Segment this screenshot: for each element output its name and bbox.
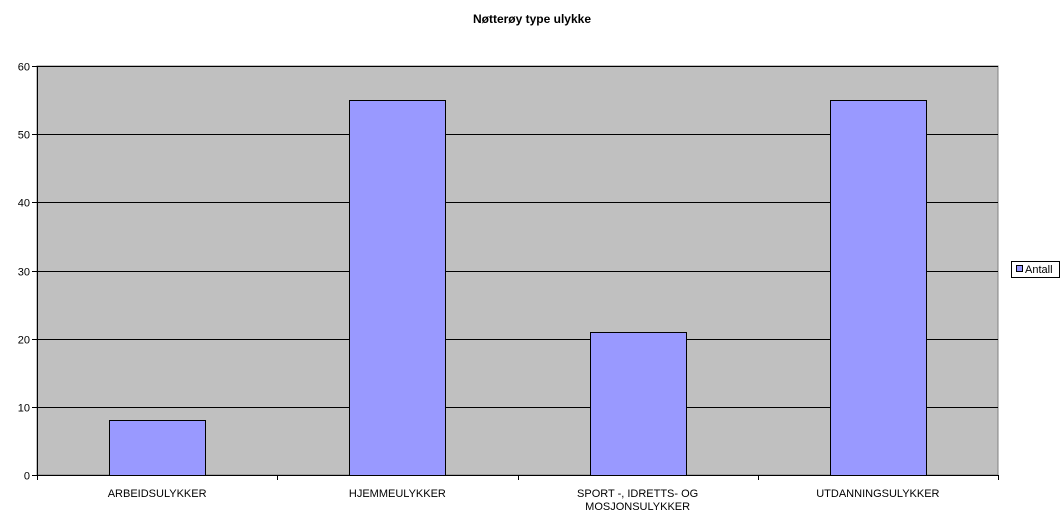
y-tick-label: 0: [24, 471, 30, 483]
bar: [109, 420, 206, 476]
axes: [32, 66, 999, 480]
y-tick-label: 60: [18, 62, 30, 74]
bar: [830, 100, 927, 476]
y-tick-label: 10: [18, 403, 30, 415]
y-tick-label: 50: [18, 130, 30, 142]
y-tick-label: 30: [18, 267, 30, 279]
x-category-label: SPORT -, IDRETTS- OG: [577, 488, 698, 500]
y-tick-labels: 0 10 20 30 40 50 60: [18, 62, 30, 483]
legend-swatch: [1016, 265, 1023, 272]
bar: [349, 100, 446, 476]
x-category-label: ARBEIDSULYKKER: [108, 488, 207, 500]
bars: [109, 100, 927, 476]
legend-label: Antall: [1025, 264, 1053, 276]
x-category-labels: ARBEIDSULYKKER HJEMMEULYKKER SPORT -, IDRE…: [108, 488, 940, 513]
chart-title: Nøtterøy type ulykke: [473, 12, 591, 26]
bar: [590, 332, 687, 476]
y-tick-label: 40: [18, 198, 30, 210]
x-category-label: HJEMMEULYKKER: [349, 488, 446, 500]
x-category-label: UTDANNINGSULYKKER: [816, 488, 939, 500]
x-category-label: MOSJONSULYKKER: [585, 501, 690, 513]
y-tick-label: 20: [18, 335, 30, 347]
legend: Antall: [1011, 261, 1060, 278]
legend-box: [1011, 261, 1060, 278]
